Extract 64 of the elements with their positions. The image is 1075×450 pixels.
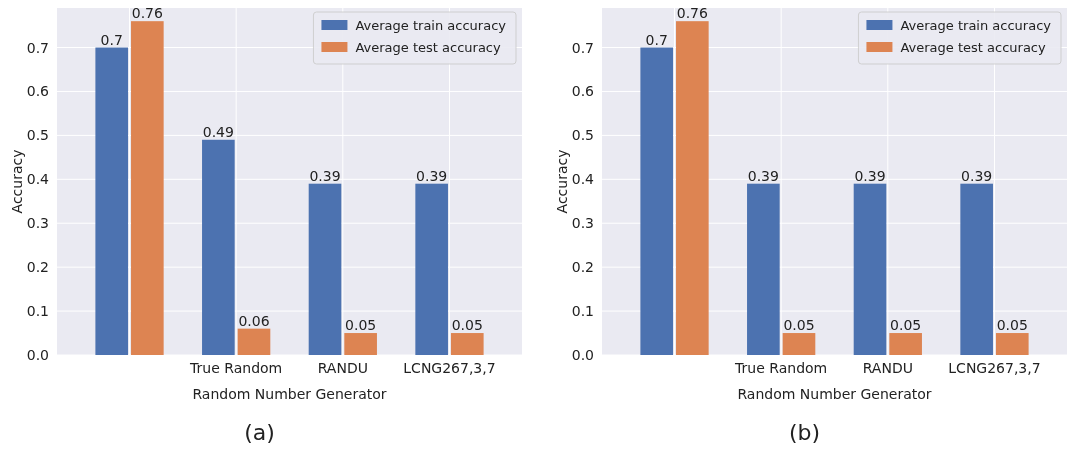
y-tick-label: 0.6 bbox=[26, 83, 50, 100]
data-label: 0.76 bbox=[676, 5, 709, 22]
y-tick-label: 0.4 bbox=[26, 171, 50, 188]
y-tick-label: 0.5 bbox=[26, 127, 49, 144]
x-tick-label: LCNG267,3,7 bbox=[403, 359, 496, 376]
bar bbox=[344, 333, 377, 355]
x-axis-title: Random Number Generator bbox=[192, 386, 387, 402]
y-tick-label: 0.5 bbox=[571, 127, 594, 144]
y-tick-label: 0.7 bbox=[26, 39, 49, 56]
bar bbox=[640, 47, 674, 355]
data-label: 0.7 bbox=[645, 31, 668, 48]
data-label: 0.49 bbox=[202, 123, 234, 140]
data-label: 0.06 bbox=[238, 312, 270, 329]
bar bbox=[415, 183, 448, 355]
bar bbox=[960, 183, 993, 355]
bar bbox=[450, 333, 484, 355]
y-axis-title: Accuracy bbox=[554, 149, 570, 214]
bar bbox=[889, 333, 922, 355]
text: (a) bbox=[244, 420, 275, 445]
data-label: 0.05 bbox=[451, 317, 483, 334]
x-tick-label: RANDU bbox=[862, 359, 913, 376]
legend-label: Average train accuracy bbox=[355, 18, 507, 33]
y-tick-label: 0.0 bbox=[571, 346, 594, 363]
bar bbox=[131, 21, 164, 355]
y-tick-label: 0.2 bbox=[571, 259, 594, 276]
legend-label: Average test accuracy bbox=[900, 40, 1047, 55]
x-tick-label: True Random bbox=[189, 359, 283, 376]
bar bbox=[95, 47, 129, 355]
y-tick-label: 0.0 bbox=[26, 346, 49, 363]
legend-label: Average test accuracy bbox=[355, 40, 502, 55]
data-label: 0.05 bbox=[345, 317, 377, 334]
bar bbox=[782, 333, 816, 355]
y-tick-label: 0.3 bbox=[26, 215, 49, 232]
data-label: 0.7 bbox=[100, 31, 123, 48]
bar bbox=[853, 183, 887, 355]
bar bbox=[995, 333, 1029, 355]
data-label: 0.39 bbox=[854, 167, 886, 184]
bar bbox=[202, 139, 235, 355]
text: (b) bbox=[788, 420, 821, 445]
x-tick-label: RANDU bbox=[317, 359, 368, 376]
y-tick-label: 0.1 bbox=[26, 303, 49, 320]
data-label: 0.05 bbox=[996, 317, 1028, 334]
y-tick-label: 0.1 bbox=[571, 303, 594, 320]
data-label: 0.39 bbox=[416, 167, 448, 184]
bar bbox=[676, 21, 709, 355]
data-label: 0.05 bbox=[783, 317, 815, 334]
y-tick-label: 0.2 bbox=[26, 259, 49, 276]
x-tick-label: LCNG267,3,7 bbox=[948, 359, 1041, 376]
legend-label: Average train accuracy bbox=[900, 18, 1052, 33]
y-tick-label: 0.6 bbox=[571, 83, 595, 100]
data-label: 0.05 bbox=[890, 317, 922, 334]
y-tick-label: 0.7 bbox=[571, 39, 594, 56]
bar bbox=[747, 183, 780, 355]
data-label: 0.39 bbox=[747, 167, 779, 184]
x-tick-label: True Random bbox=[734, 359, 828, 376]
x-axis-title: Random Number Generator bbox=[737, 386, 932, 402]
y-tick-label: 0.3 bbox=[571, 215, 594, 232]
bar bbox=[308, 183, 342, 355]
y-tick-label: 0.4 bbox=[571, 171, 595, 188]
y-axis-title: Accuracy bbox=[9, 149, 25, 214]
bar bbox=[237, 328, 271, 355]
data-label: 0.76 bbox=[131, 5, 164, 22]
data-label: 0.39 bbox=[309, 167, 341, 184]
data-label: 0.39 bbox=[961, 167, 993, 184]
